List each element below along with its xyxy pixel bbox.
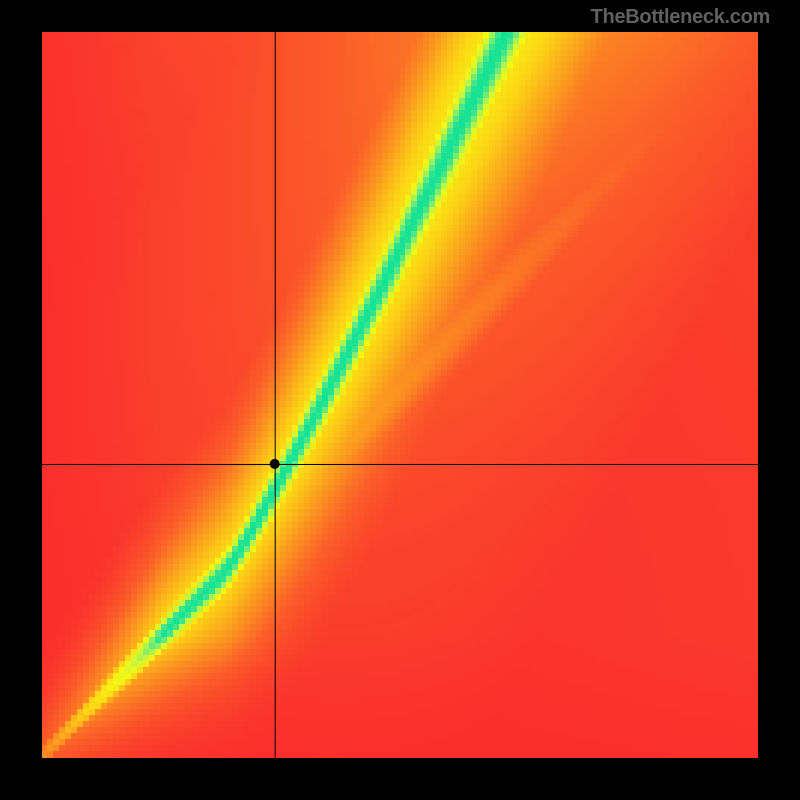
watermark-text: TheBottleneck.com — [591, 6, 770, 29]
chart-container: TheBottleneck.com — [0, 0, 800, 800]
bottleneck-heatmap — [42, 32, 758, 758]
